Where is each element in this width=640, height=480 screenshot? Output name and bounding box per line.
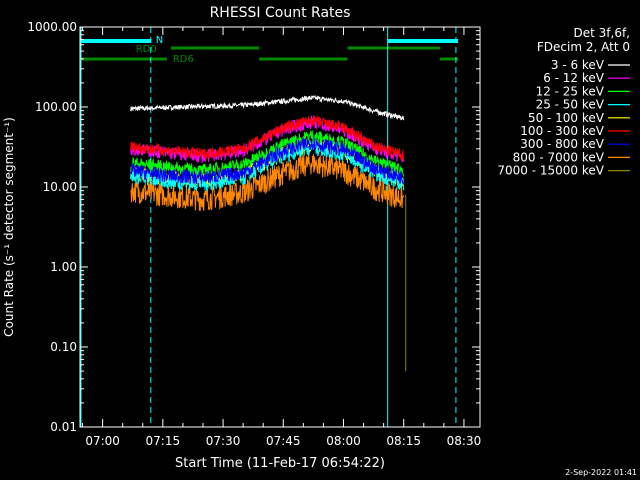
chart-title: RHESSI Count Rates — [210, 5, 351, 21]
x-tick-label: 07:00 — [85, 434, 120, 448]
series-line-5 — [130, 115, 405, 161]
y-tick-label: 0.01 — [50, 420, 77, 434]
y-tick-label: 100.00 — [35, 100, 77, 114]
annotation-label: RD0 — [136, 44, 157, 55]
series-line-6 — [130, 137, 405, 186]
x-tick-label: 07:45 — [266, 434, 301, 448]
time-markers — [80, 27, 457, 427]
x-tick-label: 07:30 — [206, 434, 241, 448]
y-tick-label: 1.00 — [50, 260, 77, 274]
series-line-2 — [130, 129, 405, 177]
x-tick-label: 07:15 — [146, 434, 181, 448]
series-line-0 — [130, 94, 405, 121]
x-axis-label: Start Time (11-Feb-17 06:54:22) — [175, 456, 385, 471]
legend-label: 3 - 6 keV — [551, 58, 605, 72]
plot-frame — [79, 26, 481, 428]
y-tick-label: 0.10 — [50, 340, 77, 354]
x-axis: 07:00 07:15 07:30 07:45 08:00 08:15 08:30 — [82, 27, 482, 448]
x-tick-label: 08:30 — [447, 434, 482, 448]
x-tick-label: 08:00 — [326, 434, 361, 448]
x-tick-label: 08:15 — [386, 434, 421, 448]
legend-label: 12 - 25 keV — [536, 84, 605, 98]
y-tick-label: 10.00 — [43, 180, 77, 194]
legend-label: 800 - 7000 keV — [513, 150, 605, 164]
timestamp: 2-Sep-2022 01:41 — [565, 468, 637, 477]
y-axis: 1000.00 100.00 10.00 1.00 0.10 0.01 — [27, 20, 480, 434]
legend-header: FDecim 2, Att 0 — [537, 40, 630, 54]
legend-label: 25 - 50 keV — [536, 98, 605, 112]
legend-label: 300 - 800 keV — [520, 137, 604, 151]
legend-header: Det 3f,6f, — [574, 26, 631, 40]
legend-label: 50 - 100 keV — [528, 111, 605, 125]
annotation-label: RD6 — [173, 54, 194, 65]
legend-label: 6 - 12 keV — [543, 71, 605, 85]
annotation-label: N — [156, 35, 163, 46]
series-layer — [130, 94, 407, 372]
legend-label: 7000 - 15000 keV — [497, 164, 604, 178]
y-tick-label: 1000.00 — [27, 20, 77, 34]
series-line-7 — [130, 152, 405, 212]
legend-label: 100 - 300 keV — [520, 124, 604, 138]
y-axis-label: Count Rate (s⁻¹ detector segment⁻¹) — [2, 117, 16, 337]
